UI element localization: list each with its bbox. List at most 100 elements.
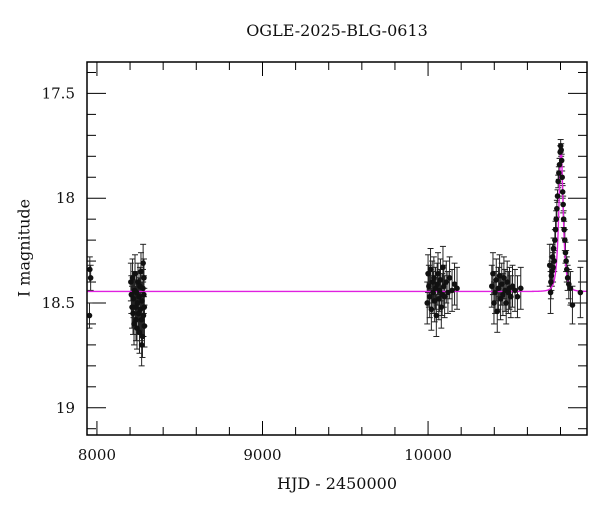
data-point [548, 272, 555, 279]
data-point [549, 254, 556, 260]
data-point [560, 201, 566, 208]
data-point [559, 189, 566, 195]
data-point [503, 300, 510, 306]
data-point [141, 275, 147, 281]
data-point [140, 291, 147, 298]
data-point [449, 287, 455, 294]
tick-labels: 8000 9000 10000 17.5 18 18.5 19 [42, 84, 452, 464]
data-point [548, 279, 554, 285]
data-point [564, 275, 571, 281]
plot-frame [86, 61, 588, 436]
data-point [433, 312, 440, 319]
data-point [426, 283, 432, 290]
data-point [140, 312, 147, 319]
data-point [492, 289, 498, 296]
y-tick-label: 19 [56, 399, 75, 417]
data-point [556, 161, 563, 168]
data-point [550, 264, 556, 271]
data-point [132, 304, 139, 310]
x-axis-label: HJD - 2450000 [276, 474, 398, 493]
error-bars [87, 139, 584, 367]
data-point [559, 174, 565, 181]
data-point [567, 285, 574, 292]
data-point [140, 260, 146, 266]
y-tick-label: 18 [56, 189, 75, 207]
data-point [431, 298, 438, 304]
data-point [509, 283, 516, 290]
data-point [128, 291, 135, 298]
data-point [440, 264, 446, 271]
data-point [495, 285, 502, 292]
data-point [489, 283, 495, 290]
data-point [87, 275, 94, 281]
y-tick-label: 18.5 [42, 294, 75, 312]
data-point [138, 268, 144, 275]
data-point [569, 302, 576, 308]
data-point [133, 316, 139, 323]
data-point [441, 293, 448, 300]
data-point [129, 275, 136, 281]
data-point [432, 285, 439, 292]
data-point [491, 300, 497, 306]
data-point [438, 304, 445, 310]
data-point [517, 285, 524, 292]
data-point [138, 316, 145, 323]
data-point [436, 287, 443, 294]
data-point [454, 285, 460, 292]
data-point [490, 270, 496, 277]
data-point [435, 270, 441, 277]
data-point [558, 147, 564, 153]
data-point [552, 237, 558, 243]
x-tick-label: 9000 [243, 446, 281, 464]
data-point [87, 266, 93, 273]
data-point [426, 293, 433, 300]
data-point [87, 312, 93, 319]
data-point [135, 279, 141, 285]
data-point [140, 285, 146, 292]
data-points [87, 143, 584, 348]
data-point [501, 275, 507, 281]
data-point [556, 170, 562, 176]
data-point [557, 143, 564, 149]
data-point [560, 216, 567, 222]
data-point [425, 270, 431, 277]
data-point [134, 325, 140, 331]
data-point [138, 342, 145, 348]
data-point [128, 279, 134, 285]
y-tick-label: 17.5 [42, 84, 75, 102]
data-point [451, 281, 458, 287]
data-point [551, 258, 558, 264]
data-point [133, 289, 140, 296]
data-point [558, 157, 565, 164]
data-point [500, 291, 506, 298]
data-point [132, 270, 138, 277]
chart-title: OGLE-2025-BLG-0613 [246, 21, 428, 40]
data-point [554, 205, 560, 212]
data-point [563, 258, 569, 264]
axis-ticks [87, 62, 587, 435]
data-point [496, 272, 503, 279]
data-point [549, 268, 555, 275]
data-point [429, 279, 435, 285]
data-point [139, 298, 145, 304]
data-point [493, 277, 500, 283]
data-point [504, 279, 510, 285]
data-point [564, 266, 570, 273]
data-point [130, 310, 136, 317]
data-point [497, 295, 504, 302]
data-point [141, 304, 148, 310]
data-point [577, 289, 584, 296]
data-point [437, 277, 444, 283]
data-point [427, 266, 434, 273]
data-point [553, 216, 560, 222]
data-point [428, 306, 435, 313]
data-point [440, 283, 447, 290]
data-point [431, 275, 437, 281]
data-point [434, 281, 440, 287]
data-point [561, 226, 567, 233]
data-point [131, 321, 137, 327]
data-point [562, 249, 569, 256]
data-point [547, 289, 554, 296]
data-point [136, 329, 143, 336]
